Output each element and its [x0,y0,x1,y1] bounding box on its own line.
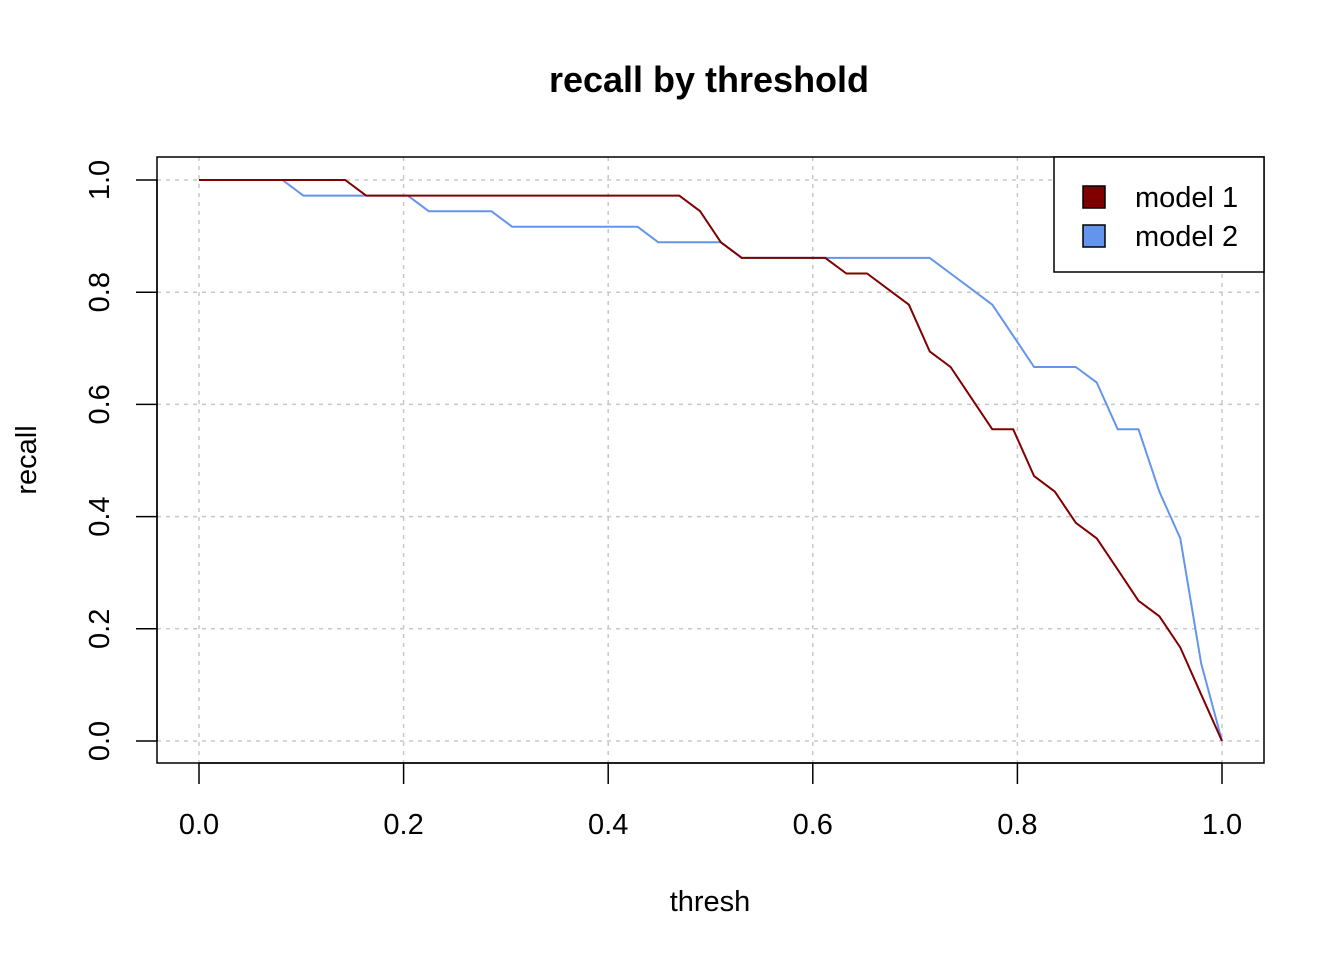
x-axis-label: thresh [670,886,751,918]
x-tick-label: 1.0 [1202,809,1242,841]
y-tick-label: 0.4 [84,496,116,536]
y-axis-label: recall [11,425,43,494]
y-tick-label: 0.6 [84,384,116,424]
series-line-model-1 [199,179,1223,742]
y-tick-label: 0.2 [84,609,116,649]
plot-lines [199,179,1223,742]
x-tick-label: 0.2 [383,809,423,841]
legend-box [1053,156,1265,273]
x-tick-label: 0.8 [997,809,1037,841]
legend-swatch [1082,224,1106,248]
chart-title: recall by threshold [549,59,869,100]
y-tick-label: 1.0 [84,160,116,200]
legend-swatch [1082,185,1106,209]
legend-label: model 1 [1135,182,1238,214]
legend: model 1 model 2 [1053,156,1265,273]
x-tick-label: 0.0 [179,809,219,841]
x-axis: 0.0 0.2 0.4 0.6 0.8 1.0 [179,762,1242,841]
y-tick-label: 0.8 [84,272,116,312]
y-tick-label: 0.0 [84,721,116,761]
series-line-model-2 [199,179,1223,742]
legend-label: model 2 [1135,221,1238,253]
x-tick-label: 0.4 [588,809,628,841]
y-axis: 0.0 0.2 0.4 0.6 0.8 1.0 [84,160,158,761]
x-tick-label: 0.6 [793,809,833,841]
